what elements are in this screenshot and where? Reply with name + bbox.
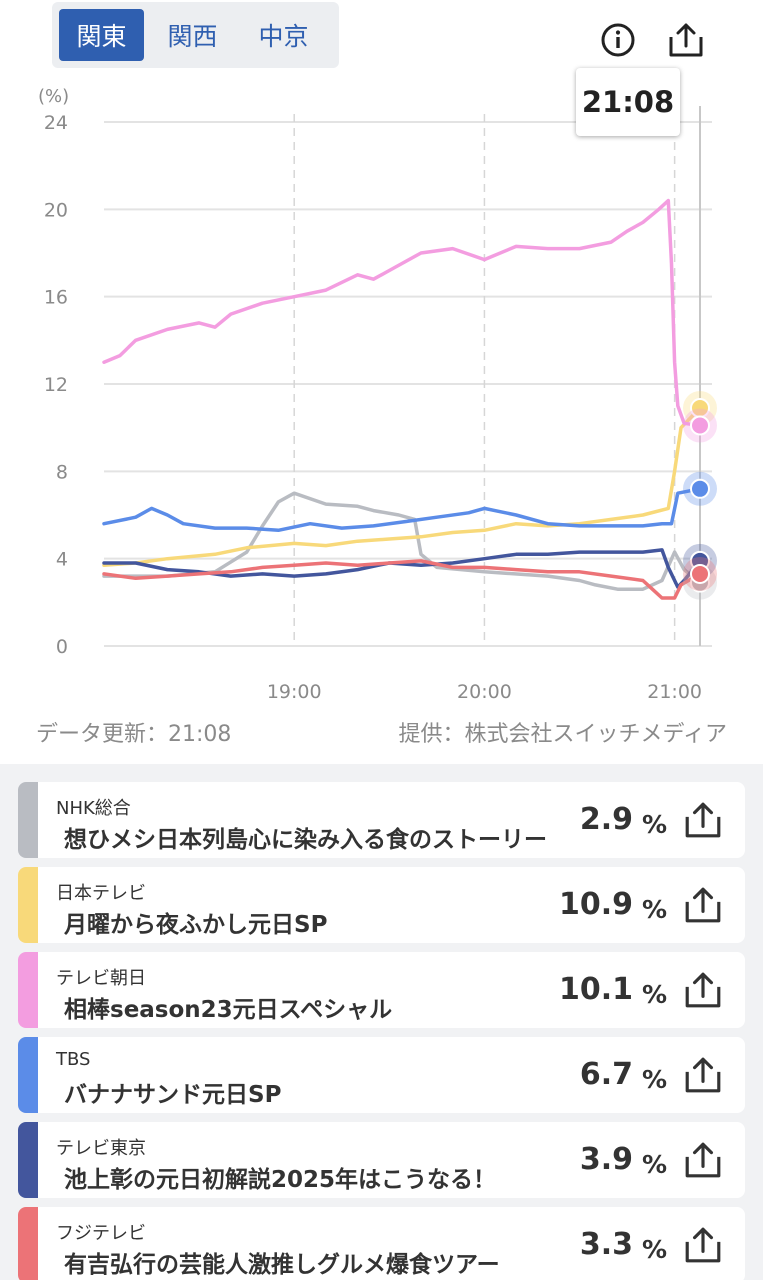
data-updated-text: データ更新：21:08	[36, 722, 232, 747]
y-axis: 0 4 8 12 16 20 24	[44, 112, 68, 658]
channel-card-tv-asahi[interactable]: テレビ朝日 相棒season23元日スペシャル 10.1 %	[18, 952, 745, 1028]
channel-color-bar	[18, 1037, 38, 1113]
x-axis: 19:00 20:00 21:00	[267, 681, 702, 703]
y-tick-label: 8	[56, 461, 68, 483]
program-title: バナナサンド元日SP	[64, 1082, 282, 1108]
channel-name: テレビ朝日	[56, 968, 146, 989]
program-title: 池上彰の元日初解説2025年はこうなる！	[64, 1167, 497, 1193]
y-axis-unit: (%)	[38, 86, 69, 107]
x-tick-label: 20:00	[457, 681, 512, 703]
channel-name: フジテレビ	[56, 1223, 146, 1244]
y-tick-label: 0	[56, 636, 68, 658]
rating-value: 3.3	[579, 1227, 633, 1262]
rating-unit: %	[641, 1150, 667, 1179]
series-marker	[690, 563, 710, 584]
series-line	[102, 559, 702, 600]
channel-color-bar	[18, 1207, 38, 1280]
series-marker	[690, 415, 710, 436]
channel-name: テレビ東京	[56, 1138, 146, 1159]
x-tick-label: 21:00	[647, 681, 702, 703]
rating-unit: %	[641, 980, 667, 1009]
channel-name: TBS	[56, 1049, 91, 1070]
info-icon	[601, 23, 635, 57]
x-tick-label: 19:00	[267, 681, 322, 703]
y-tick-label: 20	[44, 199, 68, 221]
series-line	[102, 406, 702, 567]
y-tick-label: 12	[44, 374, 68, 396]
share-icon[interactable]	[683, 1225, 723, 1265]
provider-text: 提供：株式会社スイッチメディア	[398, 722, 727, 747]
chart-grid	[104, 114, 712, 647]
channel-card-tbs[interactable]: TBS バナナサンド元日SP 6.7 %	[18, 1037, 745, 1113]
channel-color-bar	[18, 1122, 38, 1198]
rating-value: 10.1	[558, 972, 633, 1007]
channel-card-fuji[interactable]: フジテレビ 有吉弘行の芸能人激推しグルメ爆食ツアー 3.3 %	[18, 1207, 745, 1280]
share-icon[interactable]	[683, 800, 723, 840]
tab-chukyo[interactable]: 中京	[258, 22, 309, 51]
program-title: 相棒season23元日スペシャル	[64, 997, 393, 1023]
y-tick-label: 16	[44, 287, 68, 309]
channel-color-bar	[18, 782, 38, 858]
time-tooltip: 21:08	[576, 68, 680, 136]
channel-name: 日本テレビ	[56, 883, 146, 904]
channel-color-bar	[18, 867, 38, 943]
channel-card-tv-tokyo[interactable]: テレビ東京 池上彰の元日初解説2025年はこうなる！ 3.9 %	[18, 1122, 745, 1198]
share-icon[interactable]	[683, 970, 723, 1010]
chart-series	[102, 198, 702, 600]
rating-unit: %	[641, 895, 667, 924]
share-icon[interactable]	[683, 885, 723, 925]
share-icon	[669, 23, 703, 57]
channel-color-bar	[18, 952, 38, 1028]
rating-value: 6.7	[579, 1057, 633, 1092]
program-title: 月曜から夜ふかし元日SP	[64, 912, 328, 938]
program-title: 有吉弘行の芸能人激推しグルメ爆食ツアー	[64, 1252, 500, 1278]
channel-card-ntv[interactable]: 日本テレビ 月曜から夜ふかし元日SP 10.9 %	[18, 867, 745, 943]
series-line	[102, 487, 702, 533]
rating-unit: %	[641, 1065, 667, 1094]
channel-name: NHK総合	[56, 798, 131, 819]
share-icon[interactable]	[683, 1055, 723, 1095]
ratings-chart: 0 4 8 12 16 20 24 19:00 20:00 21:00 (%)	[38, 86, 717, 703]
series-marker	[690, 478, 710, 499]
rating-value: 10.9	[558, 887, 633, 922]
share-icon[interactable]	[683, 1140, 723, 1180]
channel-card-nhk[interactable]: NHK総合 想ひメシ日本列島心に染み入る食のストーリー 2.9 %	[18, 782, 745, 858]
share-button[interactable]	[666, 20, 706, 60]
rating-value: 3.9	[579, 1142, 633, 1177]
rating-value: 2.9	[579, 802, 633, 837]
tab-kansai[interactable]: 関西	[167, 22, 218, 51]
region-tabs: 関東 関西 中京	[52, 2, 339, 68]
rating-unit: %	[641, 1235, 667, 1264]
info-button[interactable]	[598, 20, 638, 60]
program-title: 想ひメシ日本列島心に染み入る食のストーリー	[64, 827, 547, 853]
series-line	[102, 198, 702, 428]
chart-markers	[683, 391, 717, 600]
y-tick-label: 24	[44, 112, 68, 134]
y-tick-label: 4	[56, 549, 68, 571]
rating-unit: %	[641, 810, 667, 839]
series-line	[102, 548, 702, 589]
tab-kanto[interactable]: 関東	[59, 9, 144, 61]
